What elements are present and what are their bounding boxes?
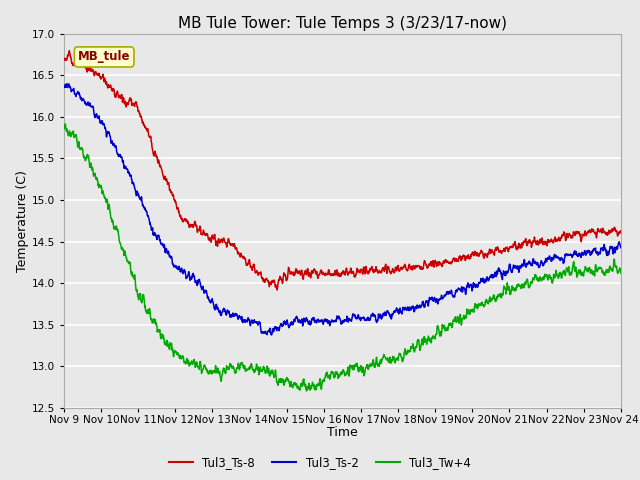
Title: MB Tule Tower: Tule Temps 3 (3/23/17-now): MB Tule Tower: Tule Temps 3 (3/23/17-now… [178, 16, 507, 31]
X-axis label: Time: Time [327, 426, 358, 439]
Y-axis label: Temperature (C): Temperature (C) [16, 170, 29, 272]
Text: MB_tule: MB_tule [78, 50, 131, 63]
Legend: Tul3_Ts-8, Tul3_Ts-2, Tul3_Tw+4: Tul3_Ts-8, Tul3_Ts-2, Tul3_Tw+4 [164, 452, 476, 474]
